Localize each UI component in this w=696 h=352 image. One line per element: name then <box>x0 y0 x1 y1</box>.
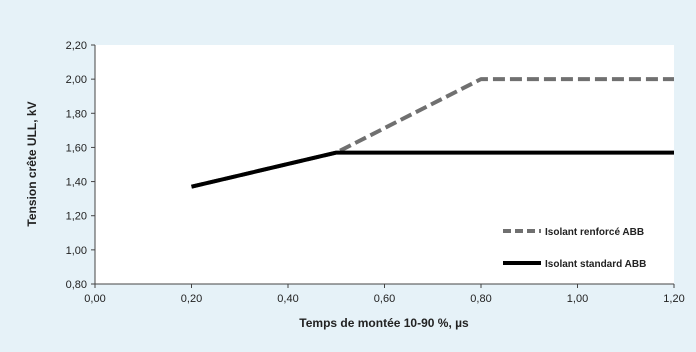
y-axis-ticks: 0,80 1,00 1,20 1,40 1,60 1,80 2,00 2,20 <box>66 40 95 291</box>
y-tick-label: 1,80 <box>66 108 87 120</box>
x-axis-title: Temps de montée 10-90 %, µs <box>299 316 469 330</box>
series-line-isolant-standard <box>191 150 674 189</box>
plot-area <box>95 45 674 284</box>
y-tick-label: 1,40 <box>66 177 87 189</box>
x-axis-ticks: 0,00 0,20 0,40 0,60 0,80 1,00 1,20 <box>84 284 685 305</box>
y-tick-label: 2,00 <box>66 74 87 86</box>
y-tick-label: 1,00 <box>66 245 87 257</box>
legend-label: Isolant renforcé ABB <box>545 227 644 238</box>
y-axis-title: Tension crête ULL, kV <box>25 101 39 226</box>
x-tick-label: 1,20 <box>663 293 684 305</box>
x-tick-label: 0,60 <box>374 293 395 305</box>
y-tick-label: 2,20 <box>66 40 87 52</box>
legend-label: Isolant standard ABB <box>545 259 646 270</box>
x-tick-label: 0,80 <box>470 293 491 305</box>
x-tick-label: 0,20 <box>181 293 202 305</box>
x-tick-label: 0,00 <box>84 293 105 305</box>
x-tick-label: 1,00 <box>567 293 588 305</box>
y-tick-label: 1,20 <box>66 211 87 223</box>
y-tick-label: 0,80 <box>66 279 87 291</box>
legend: Isolant renforcé ABB Isolant standard ABB <box>503 227 646 270</box>
y-tick-label: 1,60 <box>66 142 87 154</box>
x-tick-label: 0,40 <box>277 293 298 305</box>
series-layer <box>191 77 674 189</box>
